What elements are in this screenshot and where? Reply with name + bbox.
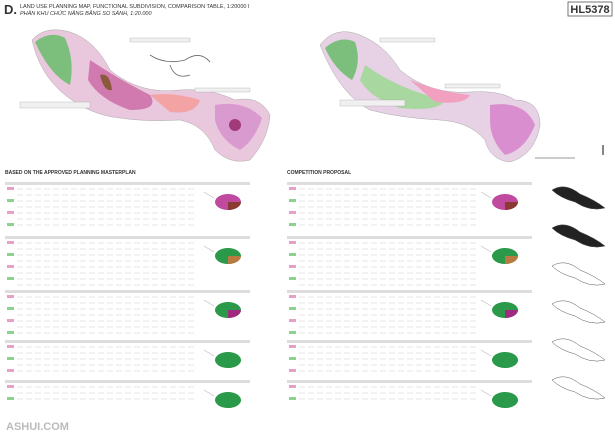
section-bar [5,236,250,239]
leader [480,245,492,253]
swatch [289,345,296,348]
swatch [7,345,14,348]
scale-bar [535,145,604,159]
swatch [7,241,14,244]
leader [203,191,215,199]
leader [203,299,215,307]
swatch [289,241,296,244]
swatch [7,253,14,256]
swatch [289,357,296,360]
section-bar [5,290,250,293]
left-map [19,29,271,162]
thumbnail-map [551,300,606,324]
thumbnail-map [551,338,606,362]
pie-slice [505,400,518,408]
code-box [567,1,613,17]
leader [480,349,492,357]
swatch [289,211,296,214]
swatch [289,397,296,400]
section-bar [287,236,532,239]
swatch [7,369,14,372]
swatch [7,277,14,280]
swatch [7,397,14,400]
right-heading: COMPETITION PROPOSAL [287,170,351,176]
left-heading: BASED ON THE APPROVED PLANNING MASTERPLA… [5,170,136,176]
section-bar [5,182,250,185]
swatch [289,331,296,334]
pie-slice [505,202,518,210]
right-map [319,31,541,163]
subtitle: PHÂN KHU CHỨC NĂNG BẰNG SO SÁNH, 1:20.00… [20,9,152,17]
swatch [289,223,296,226]
thumbnail-map [551,224,606,248]
leader [203,349,215,357]
code: HL5378 [570,4,609,16]
swatch [7,187,14,190]
swatch [7,357,14,360]
swatch [7,211,14,214]
swatch [7,331,14,334]
pie-slice [228,400,241,408]
swatch [7,295,14,298]
swatch [7,223,14,226]
pie-slice [228,202,241,210]
swatch [289,307,296,310]
swatch [289,319,296,322]
swatch [289,253,296,256]
swatch [289,385,296,388]
swatch [289,199,296,202]
pie-slice [228,256,241,264]
section-bar [287,380,532,383]
swatch [289,187,296,190]
swatch [289,369,296,372]
swatch [7,265,14,268]
pie-slice [228,310,241,318]
swatch [7,385,14,388]
leader [480,191,492,199]
section-bar [287,182,532,185]
pie-slice [505,256,518,264]
swatch [289,265,296,268]
section-bar [5,340,250,343]
thumbnail-map [551,186,606,210]
leader [203,245,215,253]
leader [203,389,215,397]
section-bar [287,290,532,293]
title: LAND USE PLANNING MAP, FUNCTIONAL SUBDIV… [20,4,250,10]
thumbnail-map [551,262,606,286]
swatch [7,307,14,310]
leader [480,299,492,307]
pie-slice [228,360,241,368]
swatch [289,277,296,280]
panel-marker: D. [4,2,17,17]
thumbnail-map [551,376,606,400]
leader [480,389,492,397]
swatch [289,295,296,298]
swatch [7,319,14,322]
watermark: ASHUI.COM [6,421,69,433]
pie-slice [505,360,518,368]
pie-slice [505,310,518,318]
section-bar [5,380,250,383]
section-bar [287,340,532,343]
swatch [7,199,14,202]
